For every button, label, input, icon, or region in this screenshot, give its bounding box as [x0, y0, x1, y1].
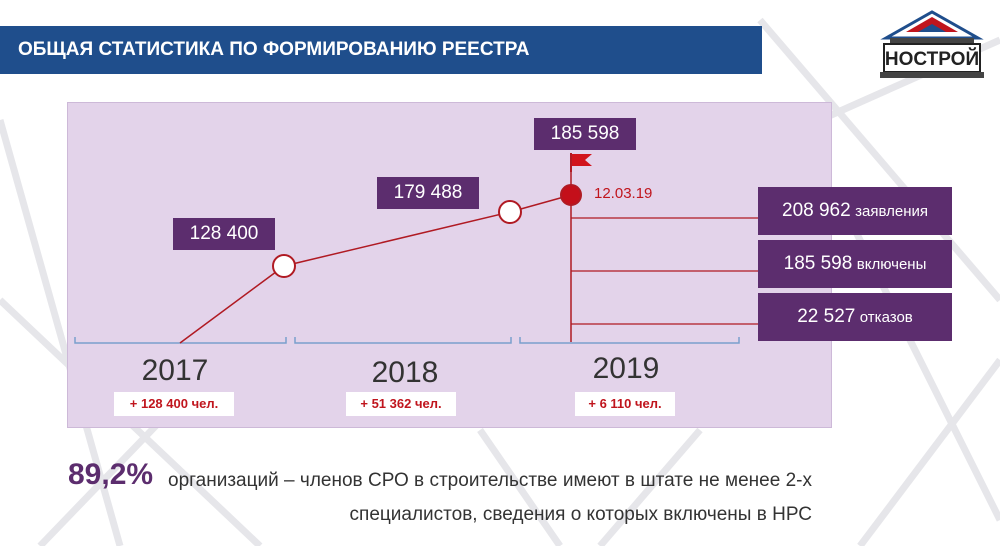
stat-number: 208 962 [782, 200, 851, 221]
footer-percent: 89,2% [68, 458, 154, 491]
delta-2018: + 51 362 чел. [346, 392, 456, 416]
chart-panel [67, 102, 832, 428]
stat-number: 22 527 [797, 306, 856, 327]
footer-text: организаций – членов СРО в строительстве… [168, 470, 812, 525]
stat-refusals: 22 527 отказов [758, 293, 952, 341]
series-line [179, 194, 572, 344]
stat-label: заявления [855, 203, 928, 220]
stat-number: 185 598 [783, 253, 853, 274]
data-point-2018 [498, 200, 522, 224]
stat-label: включены [856, 256, 927, 273]
page-title: ОБЩАЯ СТАТИСТИКА ПО ФОРМИРОВАНИЮ РЕЕСТРА [0, 26, 762, 74]
value-label-current: 185 598 [534, 118, 636, 150]
year-label-2019: 2019 [592, 352, 660, 385]
data-point-2017 [272, 254, 296, 278]
date-label: 12.03.19 [594, 185, 653, 202]
year-label-2017: 2017 [141, 354, 209, 387]
value-label-2017: 128 400 [173, 218, 275, 250]
nostroy-logo: НОСТРОЙ [876, 8, 988, 82]
svg-text:НОСТРОЙ: НОСТРОЙ [885, 48, 979, 70]
value-label-2018: 179 488 [377, 177, 479, 209]
flag-icon [572, 154, 592, 166]
delta-2019: + 6 110 чел. [575, 392, 675, 416]
bracket-2018 [294, 337, 512, 344]
data-point-12.03.19 [560, 184, 582, 206]
stat-included: 185 598 включены [758, 240, 952, 288]
stat-label: отказов [859, 309, 913, 326]
delta-2017: + 128 400 чел. [114, 392, 234, 416]
year-label-2018: 2018 [371, 356, 439, 389]
stat-applications: 208 962 заявления [758, 187, 952, 235]
bracket-2019 [519, 337, 740, 344]
